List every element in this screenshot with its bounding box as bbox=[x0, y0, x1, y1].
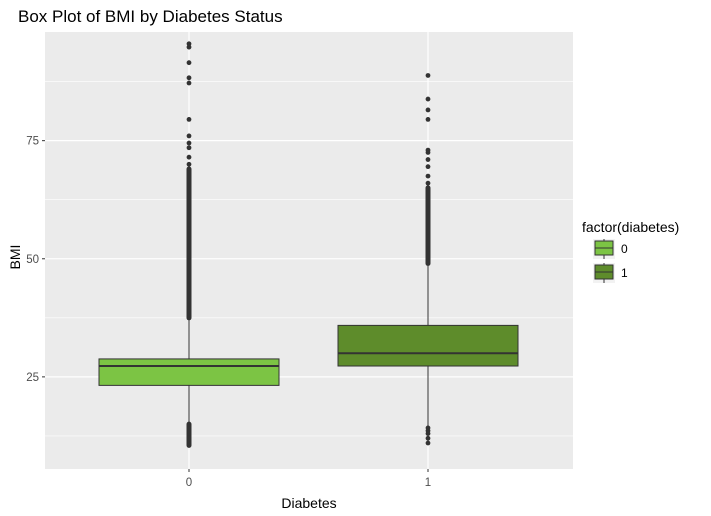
chart-title: Box Plot of BMI by Diabetes Status bbox=[18, 7, 283, 26]
outlier-point bbox=[186, 161, 192, 167]
y-tick-label: 75 bbox=[26, 136, 39, 148]
outlier-point bbox=[425, 147, 431, 153]
outlier-point bbox=[425, 164, 431, 170]
outlier-point bbox=[186, 44, 192, 50]
outlier-point bbox=[425, 107, 431, 113]
outlier-point bbox=[425, 173, 431, 179]
y-axis-title: BMI bbox=[7, 245, 23, 270]
outlier-point bbox=[425, 96, 431, 102]
outlier-point bbox=[425, 180, 431, 186]
outlier-point bbox=[186, 117, 192, 122]
legend-label-1: 1 bbox=[621, 266, 628, 280]
outlier-point bbox=[425, 425, 431, 431]
y-tick-label: 25 bbox=[26, 372, 39, 384]
box-group-1 bbox=[337, 73, 519, 446]
y-tick-label: 50 bbox=[26, 254, 39, 266]
outlier-point bbox=[425, 117, 431, 122]
outlier-point bbox=[425, 435, 431, 441]
grid-minor bbox=[45, 81, 573, 437]
outlier-point bbox=[425, 73, 431, 78]
outlier-point bbox=[186, 145, 192, 151]
outlier-point bbox=[425, 157, 431, 162]
box-group-0 bbox=[98, 41, 280, 448]
outlier-point bbox=[186, 60, 192, 66]
legend-label-0: 0 bbox=[621, 242, 628, 256]
x-tick-label: 0 bbox=[186, 477, 192, 489]
plot-panel bbox=[45, 32, 573, 469]
box-1 bbox=[337, 324, 519, 367]
outlier-point bbox=[186, 140, 192, 146]
y-axis-ticks: 25 50 75 bbox=[26, 136, 45, 384]
boxes bbox=[98, 41, 519, 448]
box-0 bbox=[98, 358, 280, 386]
outlier-point bbox=[186, 75, 192, 81]
legend: factor(diabetes) 0 1 bbox=[582, 219, 679, 283]
outlier-point bbox=[186, 133, 192, 139]
legend-title: factor(diabetes) bbox=[582, 219, 679, 235]
outlier-point bbox=[425, 440, 431, 446]
x-tick-label: 1 bbox=[425, 477, 431, 489]
outlier-point bbox=[186, 154, 192, 160]
x-axis-title: Diabetes bbox=[281, 495, 336, 511]
outlier-point bbox=[186, 80, 192, 86]
outlier-point bbox=[186, 41, 192, 47]
